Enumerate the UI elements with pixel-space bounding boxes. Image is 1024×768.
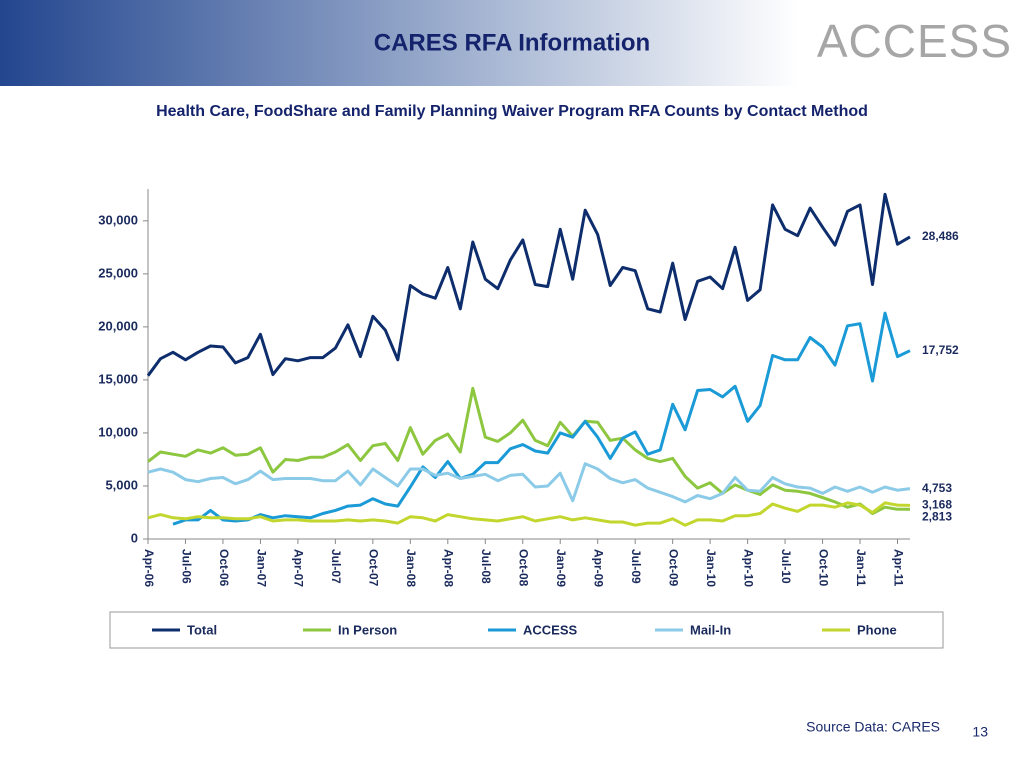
value-label: 3,168 — [922, 498, 952, 512]
y-tick-label: 15,000 — [98, 371, 138, 386]
x-tick-label: Jul-10 — [779, 549, 793, 584]
value-label: 28,486 — [922, 229, 959, 243]
value-label: 4,753 — [922, 481, 952, 495]
x-tick-label: Jul-09 — [629, 549, 643, 584]
page-number: 13 — [972, 724, 988, 740]
x-tick-label: Oct-09 — [666, 549, 680, 587]
y-tick-label: 10,000 — [98, 424, 138, 439]
logo: ACCESS — [817, 15, 1012, 67]
header-band — [0, 0, 1024, 86]
x-tick-label: Apr-09 — [592, 549, 606, 587]
x-tick-label: Apr-11 — [891, 549, 905, 587]
x-tick-label: Apr-07 — [292, 549, 306, 587]
value-label: 2,813 — [922, 510, 952, 524]
chart-title: Health Care, FoodShare and Family Planni… — [156, 103, 868, 120]
value-label: 17,752 — [922, 343, 959, 357]
legend-label: ACCESS — [523, 622, 578, 637]
legend-label: Total — [187, 622, 217, 637]
y-tick-label: 20,000 — [98, 318, 138, 333]
x-tick-label: Jan-09 — [554, 549, 568, 587]
x-tick-label: Apr-06 — [142, 549, 156, 587]
x-tick-label: Oct-10 — [816, 549, 830, 587]
x-tick-label: Apr-08 — [442, 549, 456, 587]
legend-label: Phone — [857, 622, 897, 637]
series-line — [172, 311, 911, 526]
x-tick-label: Oct-06 — [217, 549, 231, 587]
x-tick-label: Jul-07 — [329, 549, 343, 584]
y-tick-label: 30,000 — [98, 212, 138, 227]
x-tick-label: Jan-07 — [254, 549, 268, 587]
x-tick-label: Jul-06 — [179, 549, 193, 584]
x-tick-label: Jan-11 — [854, 549, 868, 587]
series-line — [147, 501, 911, 527]
x-tick-label: Apr-10 — [741, 549, 755, 587]
x-tick-label: Oct-07 — [367, 549, 381, 587]
legend-label: In Person — [338, 622, 397, 637]
source-note: Source Data: CARES — [806, 719, 940, 735]
legend-box — [109, 611, 944, 649]
x-tick-label: Jan-10 — [704, 549, 718, 587]
x-tick-label: Oct-08 — [517, 549, 531, 587]
y-tick-label: 25,000 — [98, 265, 138, 280]
series-line — [147, 462, 911, 504]
series-line — [146, 192, 911, 377]
x-tick-label: Jan-08 — [404, 549, 418, 587]
x-tick-label: Jul-08 — [479, 549, 493, 584]
y-tick-label: 5,000 — [105, 477, 138, 492]
y-tick-label: 0 — [131, 530, 138, 545]
series-line — [147, 386, 911, 515]
slide-title: CARES RFA Information — [374, 29, 650, 56]
legend-label: Mail-In — [690, 622, 731, 637]
